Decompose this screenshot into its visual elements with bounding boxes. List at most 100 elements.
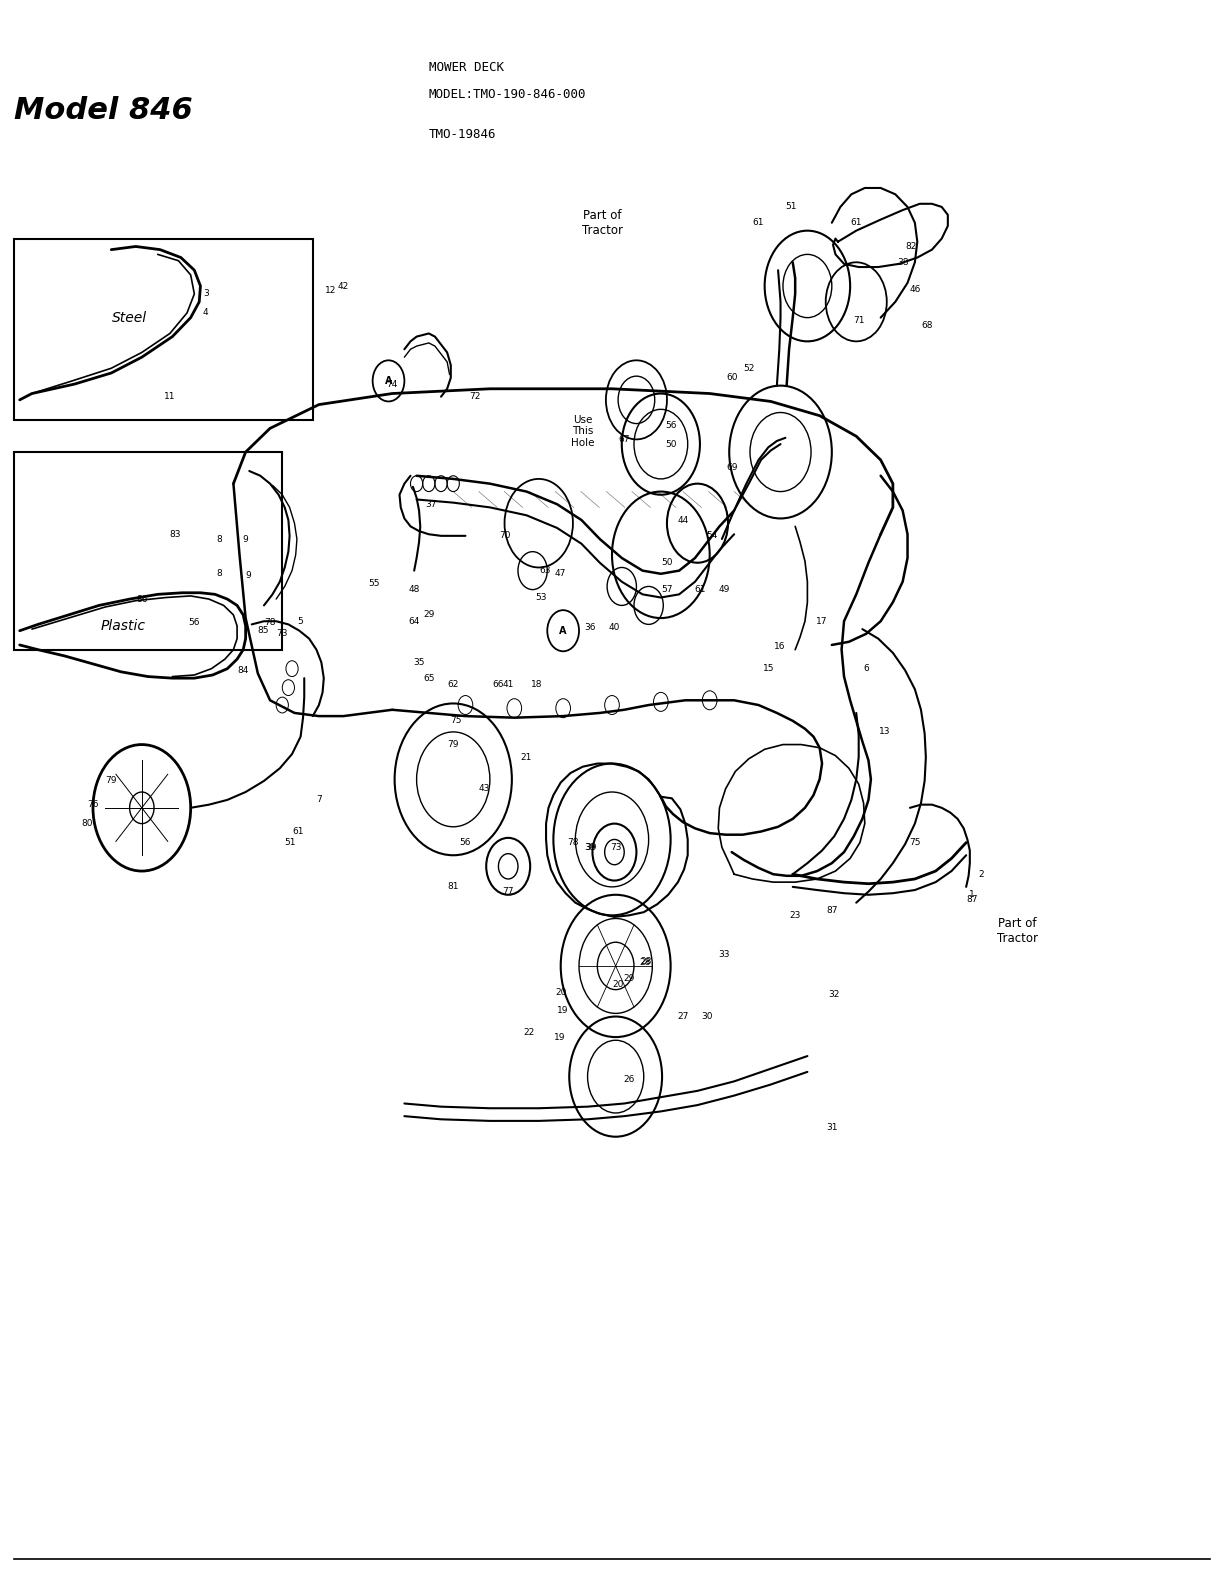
Text: Steel: Steel [113, 310, 147, 325]
Text: 5: 5 [297, 616, 304, 626]
Text: 72: 72 [470, 393, 481, 401]
Text: 62: 62 [448, 680, 459, 689]
Text: 76: 76 [87, 800, 99, 809]
Text: MODEL:TMO-190-846-000: MODEL:TMO-190-846-000 [428, 89, 586, 101]
Text: 28: 28 [639, 958, 651, 968]
Text: 79: 79 [105, 776, 118, 786]
Text: 40: 40 [608, 623, 621, 632]
Text: 33: 33 [718, 950, 730, 960]
Text: 47: 47 [554, 569, 567, 578]
Text: 77: 77 [502, 887, 514, 897]
Text: 39: 39 [585, 843, 597, 852]
Text: 28: 28 [640, 957, 652, 966]
Text: 83: 83 [169, 529, 181, 539]
Text: 86: 86 [136, 594, 148, 604]
Text: 68: 68 [922, 322, 933, 329]
Text: 65: 65 [424, 673, 435, 683]
Text: 12: 12 [326, 287, 337, 295]
Text: 57: 57 [661, 584, 673, 594]
Text: 19: 19 [553, 1033, 565, 1042]
Bar [13, 239, 313, 420]
Text: 54: 54 [706, 531, 717, 540]
Text: 17: 17 [816, 616, 827, 626]
Text: 41: 41 [503, 680, 514, 689]
Text: 18: 18 [530, 680, 542, 689]
Text: 51: 51 [284, 838, 295, 847]
Text: 16: 16 [774, 642, 785, 651]
Text: 73: 73 [610, 843, 622, 852]
Text: 53: 53 [535, 592, 547, 602]
Text: 55: 55 [368, 578, 379, 588]
Text: Model 846: Model 846 [13, 97, 192, 125]
Text: Use
This
Hole: Use This Hole [570, 415, 595, 448]
Text: 7: 7 [316, 795, 322, 805]
Text: 79: 79 [448, 740, 459, 749]
Text: 21: 21 [521, 752, 532, 762]
Text: 74: 74 [387, 380, 398, 388]
Text: 78: 78 [567, 838, 579, 847]
Text: 75: 75 [909, 838, 920, 847]
Text: 82: 82 [906, 242, 917, 250]
Text: 3: 3 [203, 290, 209, 298]
Text: 85: 85 [257, 626, 268, 635]
Text: 66: 66 [493, 680, 504, 689]
Text: 61: 61 [753, 219, 764, 227]
Text: 11: 11 [164, 393, 176, 401]
Text: 2: 2 [978, 870, 984, 879]
Text: 22: 22 [524, 1028, 535, 1038]
Text: 61: 61 [851, 219, 862, 227]
Text: 43: 43 [479, 784, 490, 794]
Text: Plastic: Plastic [102, 619, 146, 634]
Text: 9: 9 [242, 534, 248, 543]
Text: 56: 56 [188, 618, 200, 627]
Text: 78: 78 [264, 618, 275, 627]
Text: 13: 13 [879, 727, 890, 737]
Text: 84: 84 [237, 665, 248, 675]
Text: 38: 38 [897, 258, 908, 266]
Text: 52: 52 [743, 364, 754, 372]
Text: 8: 8 [215, 534, 222, 543]
Text: 50: 50 [665, 440, 677, 448]
Text: 56: 56 [665, 421, 677, 429]
Text: 61: 61 [694, 584, 706, 594]
Text: A: A [559, 626, 567, 635]
Text: 1: 1 [969, 890, 976, 900]
Text: 9: 9 [245, 570, 251, 580]
Bar [13, 451, 283, 649]
Text: 46: 46 [909, 285, 920, 293]
Text: 48: 48 [409, 584, 420, 594]
Text: 35: 35 [414, 657, 425, 667]
Text: 51: 51 [786, 203, 797, 211]
Text: 20: 20 [554, 988, 567, 998]
Text: Part of
Tractor: Part of Tractor [996, 917, 1038, 946]
Text: MOWER DECK: MOWER DECK [428, 62, 504, 74]
Text: 8: 8 [215, 569, 222, 578]
Text: 60: 60 [726, 374, 737, 382]
Text: 63: 63 [539, 565, 551, 575]
Text: 42: 42 [338, 282, 349, 290]
Text: 4: 4 [202, 309, 208, 317]
Text: 73: 73 [277, 629, 288, 638]
Text: 81: 81 [448, 882, 459, 892]
Text: 29: 29 [623, 974, 635, 984]
Text: 27: 27 [677, 1012, 689, 1022]
Text: 75: 75 [450, 716, 461, 725]
Text: 87: 87 [967, 895, 978, 904]
Text: 71: 71 [853, 317, 864, 325]
Text: 30: 30 [701, 1012, 714, 1022]
Text: 31: 31 [826, 1123, 837, 1131]
Text: 44: 44 [677, 515, 688, 524]
Text: 29: 29 [424, 610, 435, 619]
Text: 26: 26 [623, 1076, 635, 1085]
Text: 32: 32 [829, 990, 840, 1000]
Text: 37: 37 [426, 499, 437, 508]
Text: Part of
Tractor: Part of Tractor [581, 209, 623, 236]
Text: 39: 39 [584, 843, 596, 852]
Text: 80: 80 [81, 819, 93, 828]
Text: 50: 50 [661, 558, 673, 567]
Text: 15: 15 [763, 664, 774, 673]
Text: 87: 87 [826, 906, 837, 916]
Text: 70: 70 [499, 531, 510, 540]
Text: 23: 23 [789, 911, 800, 920]
Text: 69: 69 [726, 464, 737, 472]
